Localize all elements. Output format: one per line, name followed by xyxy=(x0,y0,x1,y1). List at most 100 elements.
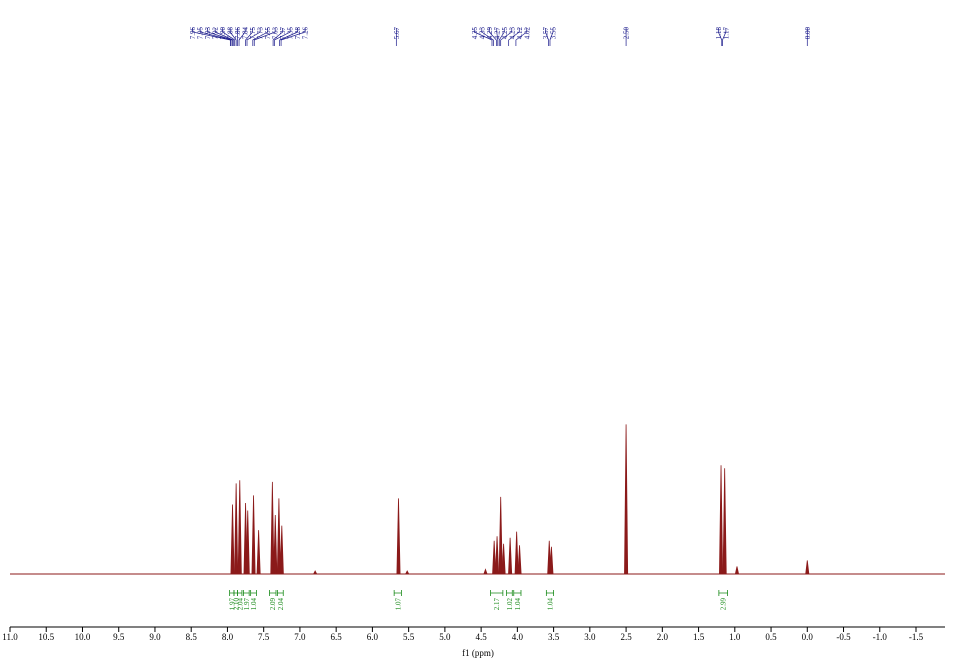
peak-label-connector xyxy=(238,28,246,46)
integral-label: 2.10 xyxy=(232,598,240,611)
peak-label: 7.28 xyxy=(294,27,302,40)
x-tick-label: 6.5 xyxy=(331,632,343,642)
peak-label-connector xyxy=(488,28,497,46)
peak xyxy=(549,546,554,575)
peak xyxy=(251,495,256,575)
x-tick-label: -1.0 xyxy=(873,632,888,642)
peak xyxy=(514,531,519,575)
peak-label: 4.33 xyxy=(478,27,486,40)
integral-bracket xyxy=(237,590,243,596)
peak-label: 7.35 xyxy=(287,27,295,40)
integral-bracket xyxy=(393,590,402,596)
peak xyxy=(273,515,278,575)
x-tick-label: 10.0 xyxy=(75,632,91,642)
peak xyxy=(722,468,727,575)
peak xyxy=(624,424,629,575)
peak xyxy=(495,536,500,575)
peak-label-connector xyxy=(207,28,233,46)
peak-label-connector xyxy=(272,28,284,46)
x-tick-label: 11.0 xyxy=(2,632,18,642)
peak xyxy=(405,570,410,575)
peak xyxy=(508,537,513,575)
peak-label: 2.50 xyxy=(623,27,631,40)
integral-bracket xyxy=(490,590,504,596)
peak-label: 7.63 xyxy=(272,27,280,40)
peak-label: 7.93 xyxy=(204,27,212,40)
peak-label: 4.23 xyxy=(508,27,516,40)
integral-label: 1.97 xyxy=(228,598,236,611)
peak-label-connector xyxy=(280,28,306,46)
peak-label: 7.90 xyxy=(219,27,227,40)
peak xyxy=(501,543,506,575)
peak-label: 7.75 xyxy=(249,27,257,40)
peak xyxy=(245,510,250,575)
x-tick-label: -1.5 xyxy=(909,632,924,642)
peak-label: 7.92 xyxy=(212,27,220,40)
integral-label: 1.04 xyxy=(250,598,258,611)
x-axis-title: f1 (ppm) xyxy=(462,648,494,658)
peak-label: 4.02 xyxy=(523,27,531,40)
peak-label: 0.00 xyxy=(804,27,812,40)
x-tick-label: 2.0 xyxy=(657,632,669,642)
peak xyxy=(276,498,281,575)
integral-label: 2.17 xyxy=(493,598,501,611)
integral-label: 1.07 xyxy=(394,598,402,611)
peak xyxy=(313,570,318,575)
peak-label: 4.35 xyxy=(471,27,479,40)
peak-label-connector xyxy=(274,28,291,46)
integral-label: 1.97 xyxy=(243,598,251,611)
peak-label: 1.17 xyxy=(722,27,730,40)
peak xyxy=(719,465,724,575)
peak xyxy=(734,566,739,575)
peak xyxy=(256,530,261,575)
integral-bracket xyxy=(242,590,250,596)
x-tick-label: 0.5 xyxy=(765,632,777,642)
x-tick-label: 0.0 xyxy=(802,632,814,642)
integral-bracket xyxy=(250,590,257,596)
peak xyxy=(805,560,810,575)
integral-bracket xyxy=(513,590,522,596)
peak-label: 7.65 xyxy=(264,27,272,40)
peak-label-connector xyxy=(722,28,727,46)
peak xyxy=(483,568,488,575)
integral-label: 1.02 xyxy=(506,598,514,611)
peak-label: 7.73 xyxy=(257,27,265,40)
peak-label: 7.37 xyxy=(279,27,287,40)
peak xyxy=(230,504,235,575)
integral-bracket xyxy=(545,590,555,596)
peak-label-connector xyxy=(229,28,237,46)
integral-label: 1.04 xyxy=(514,598,522,611)
peak-label: 5.67 xyxy=(393,27,401,40)
peak-label: 4.12 xyxy=(516,27,524,40)
x-tick-label: 5.5 xyxy=(403,632,415,642)
x-tick-label: 10.5 xyxy=(38,632,54,642)
peak-label-connector xyxy=(473,28,493,46)
x-tick-label: 4.0 xyxy=(512,632,524,642)
peak-label-connector xyxy=(496,28,499,46)
peak-label-connector xyxy=(498,28,505,46)
x-tick-label: 3.5 xyxy=(548,632,560,642)
peak-label-connector xyxy=(192,28,231,46)
peak-label-connector xyxy=(515,28,528,46)
integral-label: 1.04 xyxy=(546,598,554,611)
x-tick-label: 2.5 xyxy=(620,632,632,642)
peak-label-connector xyxy=(545,28,549,46)
peak-label-connector xyxy=(222,28,236,46)
integral-bracket xyxy=(718,590,728,596)
x-tick-label: 7.0 xyxy=(294,632,306,642)
peak-label-connector xyxy=(245,28,254,46)
x-tick-label: 1.0 xyxy=(729,632,741,642)
integral-bracket xyxy=(233,590,238,596)
peak-label: 4.27 xyxy=(493,27,501,40)
peak xyxy=(270,481,275,575)
peak-label: 3.55 xyxy=(550,27,558,40)
peak-label: 7.84 xyxy=(242,27,250,40)
x-tick-label: 8.0 xyxy=(222,632,234,642)
x-tick-label: -0.5 xyxy=(836,632,851,642)
peak xyxy=(234,483,239,575)
peak-label: 7.86 xyxy=(234,27,242,40)
x-tick-label: 1.5 xyxy=(693,632,705,642)
peak-label-connector xyxy=(718,28,723,46)
x-tick-label: 4.5 xyxy=(475,632,487,642)
peak xyxy=(279,525,284,575)
